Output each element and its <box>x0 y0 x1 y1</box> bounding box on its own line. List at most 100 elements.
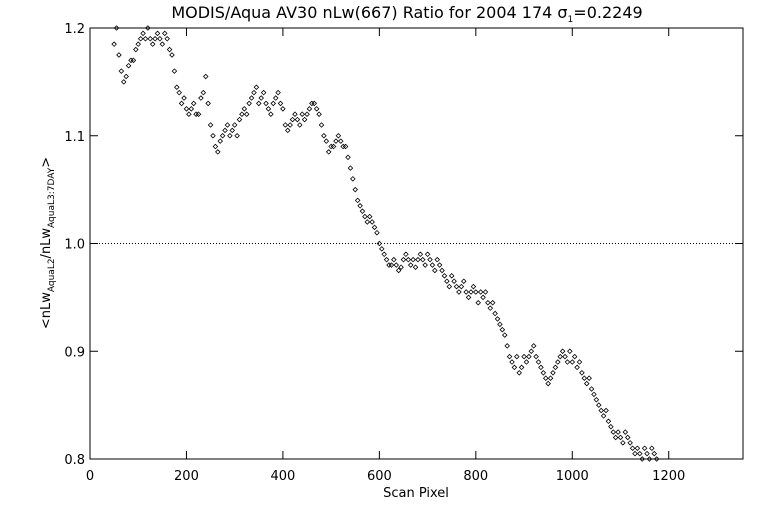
data-point <box>434 256 441 263</box>
data-point <box>526 353 532 360</box>
data-point <box>224 122 231 128</box>
data-point <box>552 364 559 371</box>
data-point <box>612 434 619 441</box>
data-point <box>304 111 310 117</box>
data-point <box>251 89 257 96</box>
data-point <box>181 95 187 101</box>
data-point <box>200 89 207 96</box>
data-point <box>241 106 248 112</box>
data-point <box>569 359 576 365</box>
data-point <box>195 111 202 117</box>
data-point <box>562 353 568 360</box>
data-point <box>130 57 137 64</box>
data-point <box>333 138 339 144</box>
data-point <box>624 434 631 441</box>
data-point <box>342 143 349 150</box>
data-point <box>521 353 527 360</box>
data-point <box>432 267 438 274</box>
data-point <box>499 326 506 333</box>
data-point <box>424 251 431 258</box>
data-point <box>366 213 373 220</box>
data-point <box>627 440 633 446</box>
data-point <box>260 89 267 96</box>
data-point <box>236 116 243 123</box>
y-tick-label: 1.2 <box>64 22 85 37</box>
data-point <box>145 25 151 31</box>
x-tick-label: 200 <box>174 469 199 484</box>
data-point <box>497 321 503 328</box>
data-point <box>492 310 498 317</box>
data-point <box>280 106 286 112</box>
data-point <box>550 370 556 376</box>
data-point <box>256 100 262 107</box>
data-point <box>480 294 486 301</box>
data-point <box>504 343 510 349</box>
data-point <box>318 122 325 128</box>
data-point <box>429 262 436 268</box>
data-point <box>477 289 484 295</box>
x-tick-label: 1000 <box>556 469 589 484</box>
data-point <box>398 264 404 270</box>
data-point <box>530 343 537 349</box>
data-point <box>383 256 390 263</box>
data-point <box>166 46 173 53</box>
data-point <box>186 111 192 117</box>
data-point <box>379 246 385 252</box>
data-point <box>227 132 233 139</box>
data-point <box>417 251 424 258</box>
data-point <box>598 407 604 414</box>
data-point <box>547 375 554 381</box>
data-point <box>427 256 433 263</box>
data-point <box>620 440 626 446</box>
data-point <box>301 116 308 123</box>
data-point <box>564 359 571 365</box>
data-point <box>352 186 359 193</box>
data-point <box>265 106 272 112</box>
data-point <box>615 429 621 435</box>
data-point <box>183 106 190 112</box>
data-point <box>605 418 612 425</box>
data-point <box>646 456 653 462</box>
x-tick-label: 400 <box>270 469 295 484</box>
data-point <box>154 30 161 37</box>
data-point <box>190 100 197 107</box>
y-axis-label: <nLwAquaL2/nLwAquaL3:7DAY> <box>39 157 57 329</box>
data-point <box>518 364 525 371</box>
data-point <box>591 391 597 398</box>
data-point <box>528 348 535 355</box>
data-point <box>212 143 219 150</box>
data-point <box>354 197 361 204</box>
data-point <box>542 375 549 381</box>
data-point <box>147 36 154 42</box>
data-point <box>441 273 448 279</box>
data-point <box>243 111 250 117</box>
y-axis-ticks: 0.8 0.9 1.0 1.1 1.2 <box>64 22 743 468</box>
data-point <box>171 68 178 74</box>
data-point <box>323 138 330 144</box>
data-point <box>152 36 158 42</box>
data-point <box>357 203 363 209</box>
data-point <box>400 256 407 263</box>
y-tick-label: 0.9 <box>64 345 85 360</box>
data-point <box>169 52 175 58</box>
x-axis-label: Scan Pixel <box>383 486 449 501</box>
data-point <box>321 132 327 139</box>
data-point <box>338 138 344 144</box>
data-point <box>576 359 583 365</box>
data-point <box>422 262 428 268</box>
data-point <box>123 73 129 80</box>
data-point <box>289 116 296 123</box>
data-point <box>608 423 614 430</box>
data-point <box>268 111 274 117</box>
data-point <box>137 36 144 42</box>
data-point <box>205 100 211 107</box>
data-point <box>465 294 472 301</box>
data-point <box>174 84 180 91</box>
data-point <box>393 262 400 268</box>
data-point <box>164 36 170 42</box>
data-point <box>509 359 515 365</box>
data-point <box>198 95 204 101</box>
data-point <box>494 316 501 322</box>
data-point <box>149 41 156 47</box>
data-point <box>653 456 660 462</box>
